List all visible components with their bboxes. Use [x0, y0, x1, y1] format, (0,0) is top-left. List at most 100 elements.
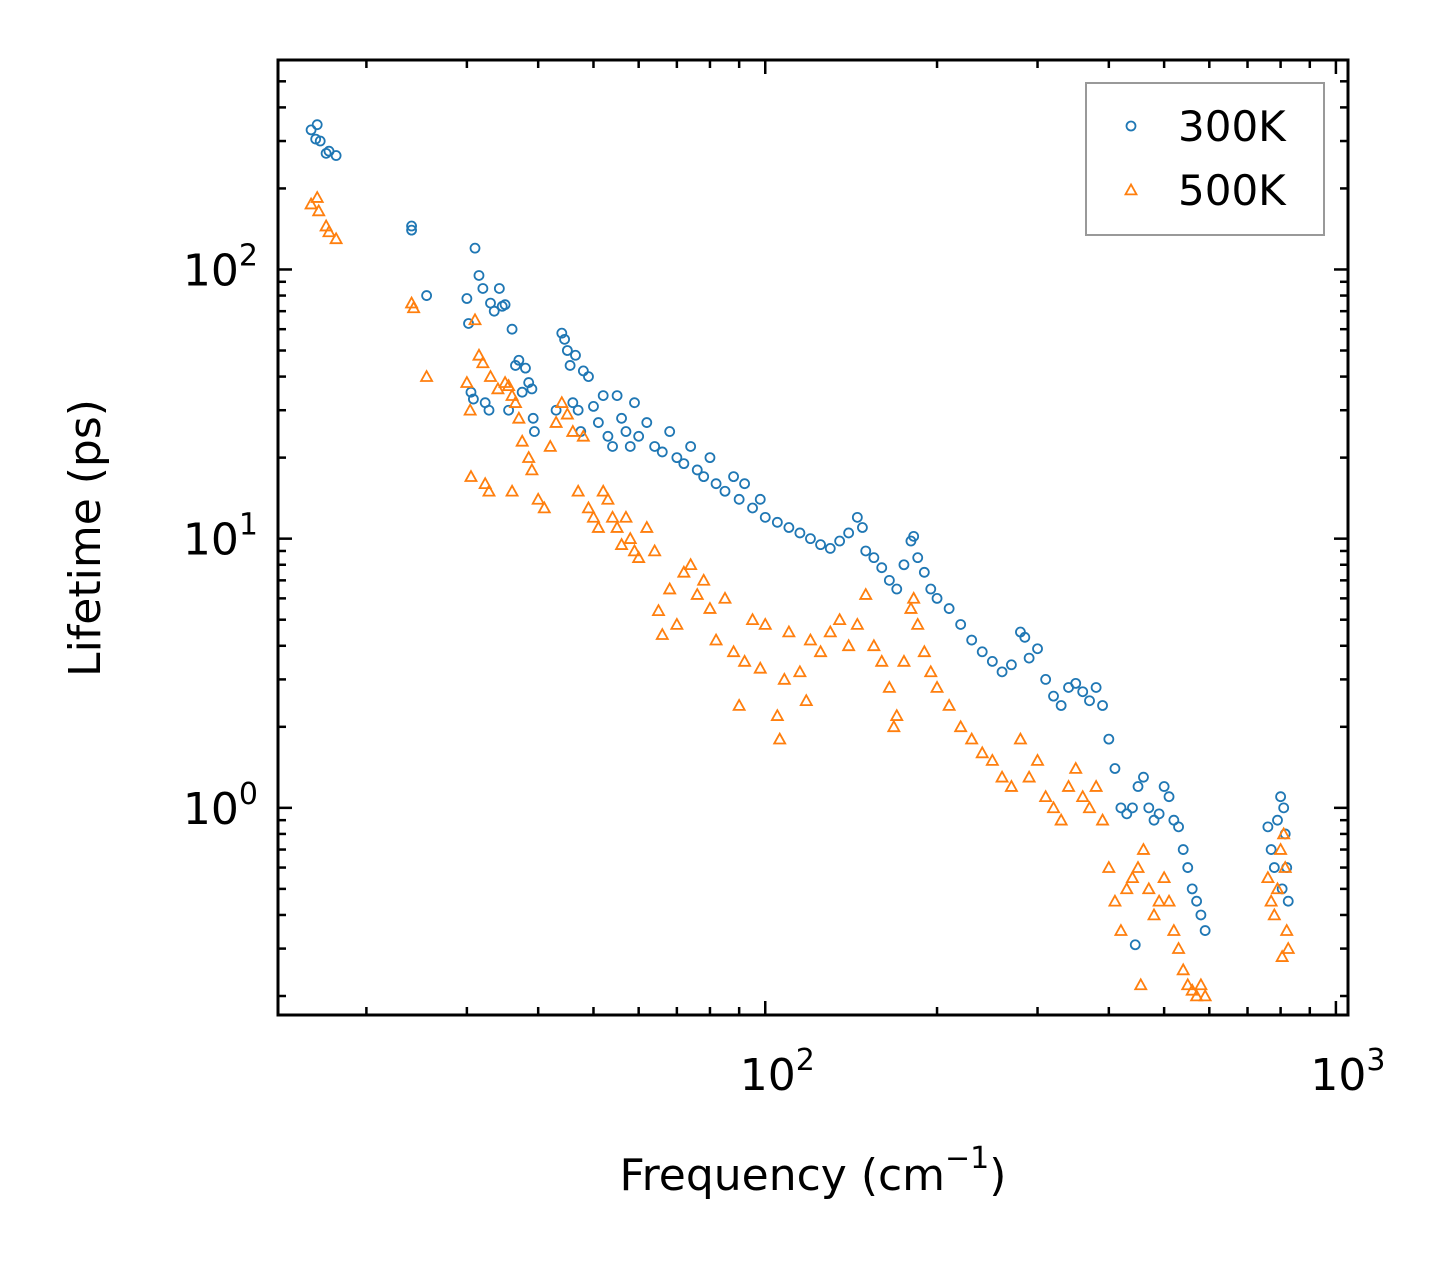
- point-300k: [1182, 862, 1194, 873]
- point-300k: [305, 124, 317, 136]
- point-500k: [304, 196, 319, 210]
- point-300k: [986, 655, 998, 667]
- point-500k: [1068, 761, 1083, 774]
- plot-frame: [276, 58, 1350, 1017]
- point-300k: [1077, 686, 1089, 698]
- point-500k: [717, 591, 733, 604]
- point-500k: [995, 769, 1010, 783]
- point-500k: [1101, 860, 1116, 873]
- point-500k: [676, 564, 691, 578]
- point-300k: [649, 441, 661, 452]
- point-500k: [463, 402, 478, 416]
- point-500k: [471, 347, 487, 361]
- legend-marker-300k: [1125, 120, 1137, 132]
- point-300k: [1019, 631, 1031, 643]
- point-500k: [1095, 812, 1110, 826]
- y-tick-label: 101: [183, 508, 258, 566]
- point-500k: [651, 603, 666, 616]
- point-500k: [321, 224, 337, 238]
- legend-marker-500k: [1123, 182, 1139, 196]
- point-500k: [623, 531, 638, 544]
- point-500k: [610, 520, 625, 533]
- point-500k: [1082, 800, 1097, 814]
- point-300k: [805, 533, 816, 545]
- point-300k: [570, 349, 581, 361]
- point-300k: [506, 323, 518, 335]
- point-300k: [966, 634, 978, 646]
- point-500k: [683, 557, 698, 571]
- point-300k: [1158, 781, 1170, 792]
- point-500k: [906, 591, 921, 604]
- point-500k: [1013, 731, 1028, 745]
- point-300k: [1262, 821, 1274, 833]
- point-300k: [664, 426, 676, 437]
- point-300k: [330, 150, 342, 161]
- point-500k: [696, 573, 711, 586]
- point-300k: [876, 562, 888, 574]
- point-500k: [1141, 881, 1156, 895]
- point-500k: [565, 424, 580, 437]
- point-300k: [1090, 682, 1102, 693]
- point-500k: [1189, 988, 1204, 1002]
- legend-item-300k: 300K: [1125, 102, 1287, 151]
- point-300k: [588, 400, 599, 412]
- point-500k: [537, 500, 552, 514]
- point-300k: [592, 417, 604, 428]
- point-500k: [910, 617, 925, 630]
- point-500k: [753, 660, 768, 674]
- point-500k: [1038, 789, 1053, 803]
- point-500k: [614, 537, 629, 550]
- point-500k: [521, 450, 536, 463]
- point-300k: [656, 446, 668, 458]
- point-300k: [583, 371, 594, 382]
- point-300k: [1173, 821, 1184, 833]
- point-500k: [792, 664, 807, 678]
- point-300k: [1282, 895, 1294, 907]
- point-500k: [964, 731, 979, 745]
- point-500k: [481, 483, 497, 497]
- x-axis-label: Frequency (cm−1): [620, 1141, 1007, 1201]
- point-500k: [596, 483, 611, 497]
- point-300k: [503, 404, 514, 416]
- point-500k: [803, 632, 818, 646]
- point-300k: [931, 592, 943, 604]
- point-300k: [1195, 909, 1207, 921]
- point-300k: [607, 441, 618, 452]
- point-300k: [824, 543, 836, 554]
- point-500k: [1133, 977, 1148, 991]
- point-500k: [490, 381, 505, 395]
- point-300k: [624, 441, 636, 452]
- point-500k: [1193, 977, 1208, 991]
- point-500k: [745, 612, 760, 625]
- point-500k: [549, 415, 564, 428]
- point-500k: [576, 428, 591, 442]
- point-300k: [1109, 763, 1121, 774]
- point-300k: [1278, 802, 1290, 814]
- point-300k: [421, 290, 433, 301]
- point-300k: [520, 362, 531, 374]
- point-500k: [889, 708, 904, 721]
- point-500k: [823, 624, 838, 638]
- point-300k: [523, 377, 535, 388]
- point-500k: [501, 378, 516, 392]
- point-300k: [556, 327, 568, 339]
- point-500k: [886, 719, 901, 733]
- point-500k: [543, 439, 558, 452]
- point-500k: [832, 612, 847, 625]
- point-300k: [943, 603, 955, 614]
- point-300k: [1153, 808, 1165, 820]
- point-500k: [1152, 893, 1167, 907]
- point-300k: [493, 283, 505, 294]
- point-500k: [758, 617, 773, 630]
- point-300k: [704, 452, 716, 464]
- point-500k: [631, 550, 646, 563]
- x-tick-label: 103: [1310, 1043, 1385, 1101]
- point-500k: [896, 654, 911, 667]
- point-300k: [771, 516, 783, 528]
- point-300k: [685, 441, 697, 452]
- point-500k: [1267, 907, 1282, 921]
- point-500k: [777, 672, 792, 685]
- point-500k: [770, 708, 785, 721]
- point-500k: [781, 624, 796, 638]
